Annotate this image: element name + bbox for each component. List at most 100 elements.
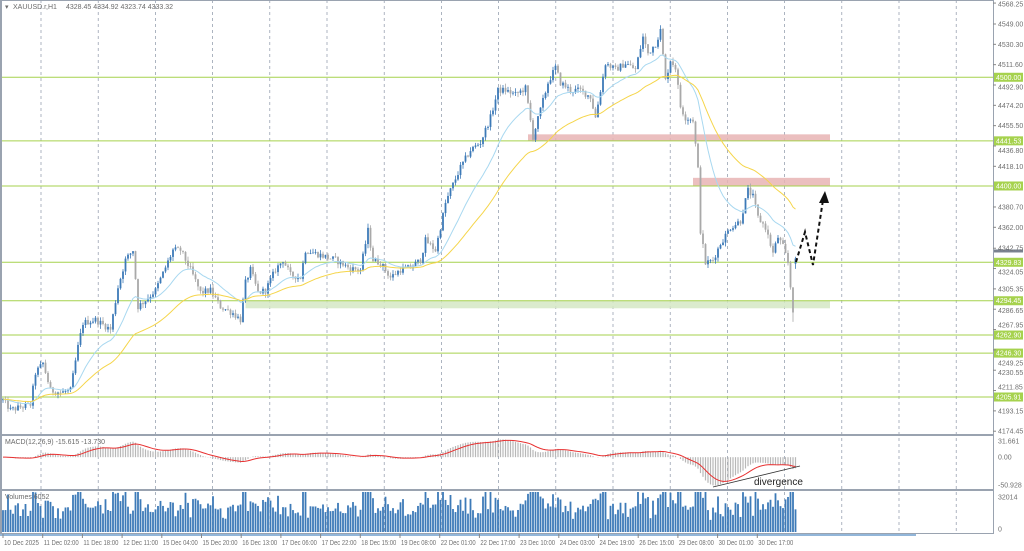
volume-bar — [437, 492, 439, 532]
candle-body — [52, 387, 54, 393]
candle-body — [19, 405, 22, 408]
volume-bar — [754, 492, 757, 532]
volume-bar — [652, 500, 654, 532]
candle-body — [107, 326, 109, 330]
volume-bar — [724, 503, 727, 532]
volume-bar — [479, 513, 482, 532]
volume-bar — [592, 499, 594, 532]
volume-bar — [94, 506, 97, 532]
candle-body — [362, 253, 364, 270]
volume-bar — [634, 506, 637, 532]
candle-body — [644, 36, 647, 45]
candle-body — [497, 87, 499, 100]
candle-body — [502, 87, 504, 93]
candle-body — [662, 28, 664, 55]
volume-bar — [234, 511, 237, 532]
volume-bar — [42, 517, 44, 532]
volume-bar — [347, 505, 349, 532]
volume-bar — [424, 492, 427, 532]
candle-body — [499, 87, 502, 93]
level-price-label: 4329.83 — [996, 260, 1021, 267]
volume-bar — [692, 506, 694, 532]
volume-bar — [7, 494, 9, 532]
candle-body — [632, 65, 634, 69]
candle-body — [444, 202, 447, 214]
candle-body — [407, 265, 409, 268]
volume-bar — [239, 504, 242, 532]
chart-header-arrow-icon[interactable]: ▾ — [5, 4, 9, 11]
price-tick-label: 4530.30 — [998, 42, 1023, 49]
volume-bar — [422, 504, 424, 532]
volume-bar — [22, 509, 24, 532]
volume-bar — [354, 505, 357, 532]
candle-body — [237, 316, 239, 318]
candle-body — [642, 36, 644, 49]
candle-body — [742, 213, 744, 224]
candle-body — [249, 266, 252, 278]
candle-body — [749, 187, 752, 196]
volume-bar — [729, 509, 732, 532]
candle-body — [484, 127, 487, 138]
candle-body — [167, 260, 169, 268]
candle-body — [47, 372, 49, 383]
volume-bar — [152, 512, 154, 532]
volume-bar — [329, 511, 332, 532]
candle-body — [477, 144, 479, 146]
volume-bar — [374, 512, 377, 532]
candle-body — [134, 251, 137, 280]
candle-body — [264, 288, 267, 294]
volume-bar — [247, 510, 249, 532]
volume-bar — [512, 510, 514, 532]
candle-body — [344, 264, 347, 266]
time-axis[interactable]: 10 Dec 2025 11 Dec 02:00 11 Dec 18:00 12 De… — [0, 534, 916, 547]
volume-bar — [24, 504, 27, 532]
volume-bar — [607, 519, 609, 532]
candle-body — [677, 69, 679, 85]
candle-body — [759, 215, 762, 223]
candle-body — [589, 95, 592, 99]
volume-bar — [144, 507, 147, 532]
candle-body — [2, 399, 4, 401]
volume-bar — [112, 492, 114, 532]
level-price-label: 4205.91 — [996, 395, 1021, 402]
candle-body — [764, 223, 767, 230]
price-tick-label: 4568.25 — [998, 2, 1023, 9]
candle-body — [342, 260, 344, 266]
volume-bar — [732, 514, 734, 532]
volume-bar — [219, 508, 222, 532]
candle-body — [647, 44, 649, 54]
candle-body — [144, 301, 147, 305]
candle-body — [222, 308, 224, 310]
candle-body — [122, 271, 124, 279]
candle-body — [162, 271, 164, 278]
volume-bar — [57, 508, 59, 532]
candle-body — [327, 254, 329, 259]
volume-bar — [419, 502, 422, 532]
volume-bar — [199, 504, 202, 532]
volume-bar — [197, 500, 199, 532]
volume-bar — [719, 514, 722, 532]
candle-body — [687, 119, 689, 121]
volume-bar — [547, 503, 549, 532]
volume-bar — [774, 493, 777, 532]
candle-body — [489, 114, 492, 127]
volume-bar — [434, 504, 437, 532]
candle-body — [584, 90, 587, 97]
level-price-label: 4246.30 — [996, 351, 1021, 358]
level-price-tag — [994, 330, 1023, 340]
volume-bar — [587, 506, 589, 532]
candle-body — [414, 261, 417, 267]
volume-tick-label: 0 — [998, 527, 1002, 534]
candle-body — [427, 237, 429, 244]
volume-bar — [62, 511, 64, 532]
candle-body — [212, 287, 214, 296]
volume-bar — [124, 492, 127, 532]
candle-body — [537, 116, 539, 129]
price-tick-label: 4193.15 — [998, 408, 1023, 415]
candle-body — [699, 167, 702, 234]
candle-body — [159, 277, 162, 284]
candle-body — [474, 145, 477, 147]
price-axis[interactable]: 4500.00 4441.53 4400.00 4329.83 4294.45 4262.… — [993, 2, 1023, 534]
price-tick-label: 4267.95 — [998, 323, 1023, 330]
